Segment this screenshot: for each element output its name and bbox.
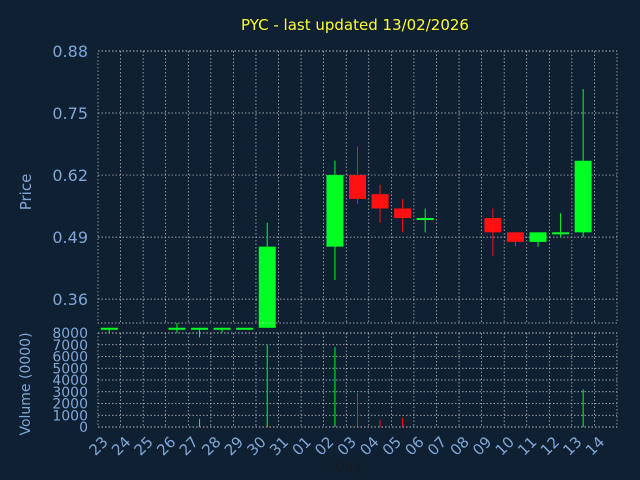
price-tick-label: 0.75 bbox=[52, 104, 88, 123]
candle-body bbox=[574, 160, 592, 233]
chart-layer: 0.88 0.75 0.62 0.49 0.36 80007000600050004000… bbox=[52, 42, 618, 459]
volume-tick-label: 4000 bbox=[52, 373, 88, 389]
volume-tick-label: 6000 bbox=[52, 350, 88, 366]
candle-body bbox=[349, 175, 366, 199]
price-tick-label: 0.49 bbox=[52, 228, 88, 247]
candle-body bbox=[100, 327, 118, 330]
x-tick-label: 14 bbox=[582, 433, 608, 459]
candle-body bbox=[394, 208, 412, 219]
price-panel-frame bbox=[97, 50, 618, 324]
candle-body bbox=[529, 232, 547, 242]
candle-body bbox=[552, 232, 570, 235]
volume-tick-label: 2000 bbox=[52, 397, 88, 413]
volume-panel-frame bbox=[97, 332, 618, 428]
candle-body bbox=[416, 218, 434, 221]
volume-tick-label: 7000 bbox=[52, 338, 88, 354]
volume-tick-label: 1000 bbox=[52, 408, 88, 424]
candle-body bbox=[484, 218, 502, 233]
volume-tick-label: 5000 bbox=[52, 361, 88, 377]
volume-tick-label: 3000 bbox=[52, 385, 88, 401]
candle-body bbox=[168, 327, 186, 330]
candle-body bbox=[258, 246, 276, 328]
price-tick-label: 0.62 bbox=[52, 166, 88, 185]
price-tick-label: 0.88 bbox=[52, 42, 88, 61]
candle-body bbox=[371, 194, 389, 209]
volume-tick-label: 0 bbox=[79, 420, 88, 436]
candle-body bbox=[191, 327, 209, 330]
price-axis-label: Price bbox=[17, 174, 35, 211]
candle-body bbox=[236, 327, 254, 330]
candle-body bbox=[326, 175, 344, 247]
x-axis-label: Day bbox=[334, 459, 362, 475]
chart-title: PYC - last updated 13/02/2026 bbox=[241, 16, 469, 34]
candle-body bbox=[213, 327, 231, 330]
volume-axis-label: Volume (0000) bbox=[18, 332, 34, 435]
price-tick-label: 0.36 bbox=[52, 290, 88, 309]
candle-body bbox=[506, 232, 524, 242]
volume-tick-label: 8000 bbox=[52, 326, 88, 342]
